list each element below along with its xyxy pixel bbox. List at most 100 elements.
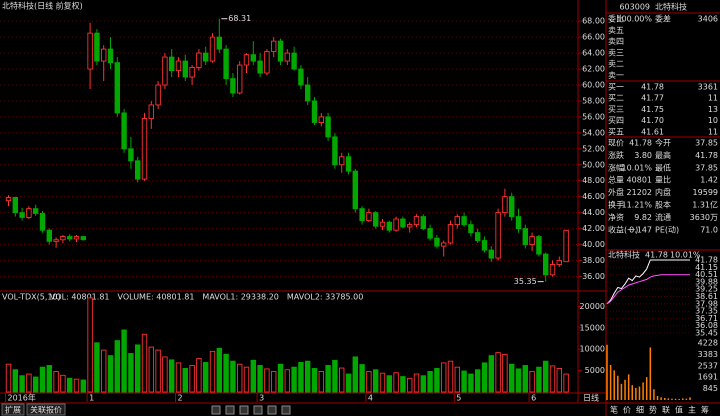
- quote-value: 10.01%: [621, 163, 652, 172]
- y-tick-label: 62.00: [582, 65, 605, 74]
- quote-value: 3630万: [690, 213, 718, 222]
- candle-body: [298, 68, 304, 86]
- volume-bar: [202, 362, 209, 393]
- volume-bar: [66, 377, 73, 393]
- high-annotation: 68.31: [228, 14, 251, 23]
- quote-label: 买四: [608, 116, 624, 125]
- quote-value: 41.78: [629, 139, 652, 148]
- volume-bar: [277, 363, 284, 393]
- volume-legend: VOL: 40801.81: [50, 293, 110, 302]
- y-tick-label: 68.00: [582, 17, 605, 26]
- quote-value: 3.80: [634, 151, 652, 160]
- quote-price: 41.70: [641, 116, 664, 125]
- quote-label: 外盘: [608, 187, 624, 197]
- candle-body: [502, 196, 508, 214]
- volume-bar: [257, 365, 263, 393]
- mini-y-label: 39.25: [695, 285, 718, 294]
- volume-bar: [12, 369, 19, 393]
- candle-body: [250, 54, 257, 62]
- y-tick-label: 54.00: [582, 128, 605, 137]
- mini-tab[interactable]: 主: [688, 405, 696, 415]
- quote-label: 买三: [608, 105, 624, 114]
- icon[interactable]: [239, 405, 249, 415]
- footer-button[interactable]: [1, 403, 25, 416]
- candle-body: [196, 52, 202, 68]
- quote-label: 买五: [608, 128, 624, 137]
- volume-bar: [529, 371, 535, 393]
- volume-bar: [46, 365, 52, 393]
- mini-tab[interactable]: 值: [675, 405, 683, 415]
- volume-bar: [236, 363, 243, 393]
- volume-bar: [216, 347, 223, 393]
- quote-volume: 10: [708, 116, 718, 125]
- footer-button-label[interactable]: 关联报价: [30, 405, 62, 415]
- candle-body: [94, 32, 100, 62]
- volume-bar: [60, 374, 66, 393]
- quote-price: 41.78: [641, 82, 664, 91]
- candle-body: [468, 224, 474, 234]
- candle-body: [345, 156, 352, 172]
- quote-price: 41.61: [641, 128, 664, 137]
- volume-bar: [420, 375, 426, 393]
- volume-bar: [481, 362, 488, 393]
- icon[interactable]: [211, 405, 221, 415]
- mini-vol-label: 3383: [698, 350, 718, 359]
- icon[interactable]: [253, 405, 263, 415]
- volume-bar: [305, 360, 311, 393]
- volume-bar: [100, 349, 107, 393]
- mini-vol-label: 2537: [698, 361, 718, 370]
- y-tick-label: 66.00: [582, 33, 605, 42]
- candle-body: [509, 196, 515, 218]
- icon[interactable]: [225, 405, 235, 415]
- candle-body: [434, 237, 440, 247]
- quote-label: 卖二: [608, 60, 624, 69]
- volume-bar: [339, 367, 345, 393]
- candle-body: [318, 116, 324, 123]
- icon[interactable]: [267, 405, 277, 415]
- icon[interactable]: [281, 405, 291, 415]
- candle-body: [352, 170, 358, 210]
- y-tick-label: 52.00: [582, 144, 605, 153]
- volume-bar: [182, 368, 189, 393]
- x-tick-label: 6: [531, 394, 536, 403]
- volume-bar: [475, 369, 481, 393]
- mini-title: 北特科技: [608, 250, 640, 260]
- y-tick-label: 36.00: [582, 272, 605, 281]
- x-tick-label: 2016年: [8, 393, 36, 403]
- x-tick-label: 1: [89, 394, 94, 403]
- mini-tab[interactable]: 笔: [610, 405, 618, 415]
- quote-label: 卖五: [608, 26, 624, 35]
- toolbar-icons[interactable]: [211, 405, 291, 415]
- quote-volume: 11: [708, 94, 718, 103]
- quote-label: 股本: [655, 200, 671, 210]
- candle-body: [80, 236, 87, 241]
- footer-button-label[interactable]: 扩展: [5, 405, 21, 415]
- mini-tab[interactable]: 联: [662, 406, 670, 415]
- quote-label: 卖三: [608, 48, 624, 57]
- mini-y-label: 39.88: [695, 277, 718, 286]
- volume-bar: [121, 329, 127, 393]
- volume-bar: [141, 333, 148, 393]
- volume-bar: [325, 365, 331, 393]
- y-tick-label: 48.00: [582, 176, 605, 185]
- quote-value: 19599: [693, 188, 718, 197]
- mini-tab[interactable]: 势: [649, 405, 657, 415]
- candle-body: [373, 212, 379, 227]
- volume-bar: [522, 365, 528, 393]
- candle-body: [488, 249, 494, 259]
- mini-tab[interactable]: 细: [636, 405, 644, 415]
- mini-tab[interactable]: 筹: [701, 405, 709, 415]
- quote-label: 卖四: [608, 37, 624, 46]
- candle-body: [536, 236, 542, 255]
- candle-body: [5, 197, 12, 202]
- period-label: 日线: [583, 393, 599, 403]
- candle-body: [33, 208, 39, 214]
- mini-tab[interactable]: 价: [623, 406, 631, 415]
- quote-value: 11.21%: [621, 201, 652, 210]
- low-annotation: 35.35: [514, 277, 537, 286]
- volume-bar: [468, 373, 474, 393]
- volume-bar: [407, 377, 413, 393]
- quote-volume: 11: [708, 128, 718, 137]
- footer-button[interactable]: [26, 403, 66, 416]
- volume-bar: [454, 366, 460, 393]
